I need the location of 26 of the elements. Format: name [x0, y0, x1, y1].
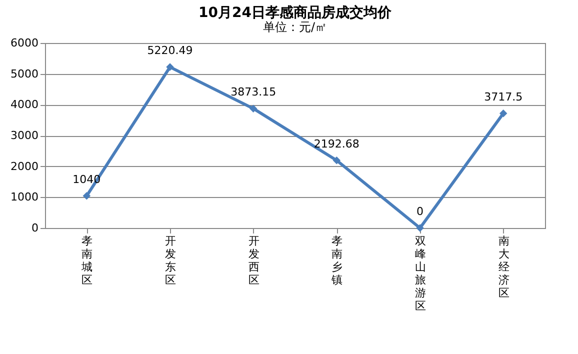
x-tick-label: 孝南城区	[80, 234, 93, 286]
x-tick-label: 开发西区	[248, 234, 260, 286]
point	[82, 192, 91, 200]
data-label: 5220.49	[147, 44, 193, 58]
data-label: 0	[416, 205, 424, 218]
y-tick-label: 6000	[10, 36, 38, 50]
y-tick-label: 1000	[10, 190, 38, 204]
x-tick-label: 南大经济区	[498, 234, 510, 300]
point	[499, 110, 508, 118]
y-tick-label: 5000	[10, 67, 38, 80]
x-tick-label: 开发东区	[165, 234, 176, 286]
point	[416, 224, 424, 232]
y-tick-label: 0	[32, 222, 38, 234]
y-tick-label: 4000	[10, 98, 38, 112]
point	[166, 63, 174, 71]
x-tick-label: 双峰山旅游区	[415, 234, 426, 312]
point	[332, 156, 341, 164]
text: 单位：元/㎡	[262, 20, 328, 34]
data-label: 3873.15	[230, 86, 276, 99]
x-tick-label: 孝南乡镇	[330, 234, 343, 286]
y-tick-label: 3000	[10, 129, 38, 142]
point	[249, 104, 258, 112]
data-label: 2192.68	[314, 137, 360, 150]
chart-title: 10月24日孝感商品房成交均价	[198, 4, 392, 21]
data-label: 3717.5	[484, 90, 523, 104]
y-tick-label: 2000	[10, 160, 38, 173]
